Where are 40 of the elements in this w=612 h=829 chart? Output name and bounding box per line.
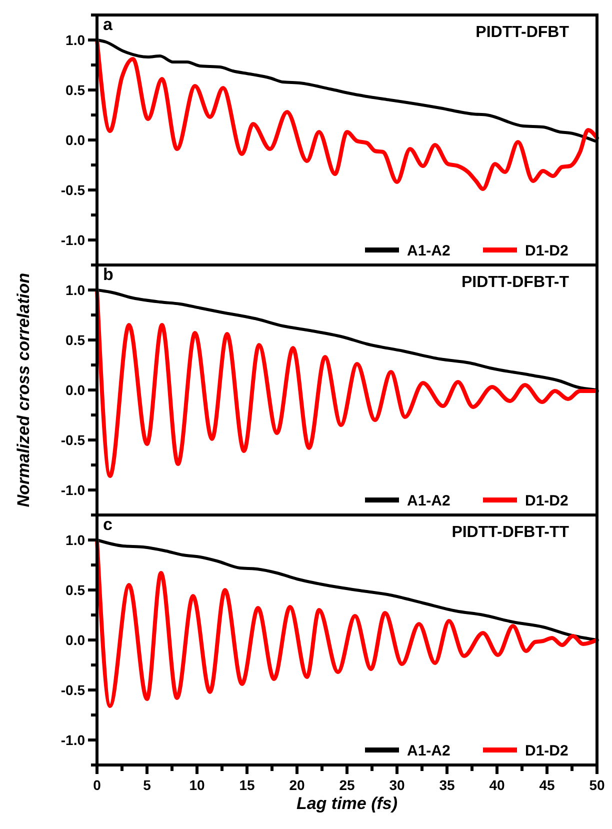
y-tick-label: -0.5 xyxy=(60,682,86,698)
x-tick-label: 20 xyxy=(289,777,305,793)
y-tick-label: 1.0 xyxy=(66,32,86,48)
y-tick-label: 0.5 xyxy=(66,582,86,598)
x-tick-label: 50 xyxy=(589,777,605,793)
y-axis-title: Normalized cross correlation xyxy=(14,272,33,508)
y-tick-label: -1.0 xyxy=(60,482,86,498)
y-tick-label: 1.0 xyxy=(66,532,86,548)
x-axis-title: Lag time (fs) xyxy=(296,794,398,813)
annotation: a xyxy=(103,15,113,34)
y-tick-label: 0.5 xyxy=(66,82,86,98)
y-tick-label: -0.5 xyxy=(60,432,86,448)
x-tick-label: 25 xyxy=(339,777,355,793)
y-tick-label: -1.0 xyxy=(60,232,86,248)
text: PIDTT-DFBT-TT xyxy=(452,524,570,541)
x-tick-label: 45 xyxy=(539,777,555,793)
x-tick-label: 15 xyxy=(239,777,255,793)
x-tick-label: 0 xyxy=(93,777,102,793)
y-tick-label: 0.0 xyxy=(66,132,86,148)
x-tick-label: 35 xyxy=(439,777,455,793)
annotation: b xyxy=(103,265,114,284)
y-tick-label: 1.0 xyxy=(66,282,86,298)
x-tick-label: 40 xyxy=(489,777,505,793)
x-tick-label: 5 xyxy=(143,777,152,793)
legend-label: A1-A2 xyxy=(407,242,450,260)
annotation: c xyxy=(103,515,112,534)
y-tick-label: -1.0 xyxy=(60,732,86,748)
text: PIDTT-DFBT-T xyxy=(461,274,570,291)
text: PIDTT-DFBT xyxy=(476,24,570,41)
y-tick-label: 0.5 xyxy=(66,332,86,348)
y-tick-label: -0.5 xyxy=(60,182,86,198)
legend-label: A1-A2 xyxy=(407,492,450,510)
x-tick-label: 30 xyxy=(389,777,405,793)
legend-label: A1-A2 xyxy=(407,742,450,760)
y-tick-label: 0.0 xyxy=(66,382,86,398)
x-tick-label: 10 xyxy=(189,777,205,793)
legend-label: D1-D2 xyxy=(525,492,568,510)
legend-label: D1-D2 xyxy=(525,742,568,760)
y-tick-label: 0.0 xyxy=(66,632,86,648)
legend-label: D1-D2 xyxy=(525,242,568,260)
